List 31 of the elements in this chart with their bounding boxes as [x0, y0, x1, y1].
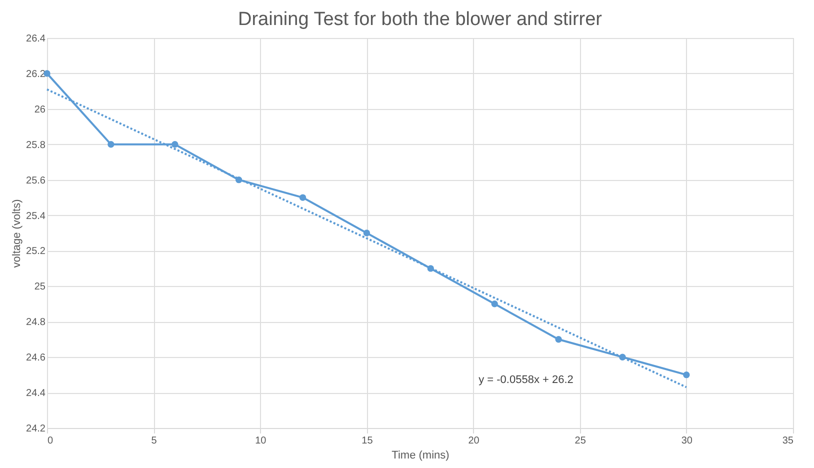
- point: [172, 141, 178, 148]
- chart-title: Draining Test for both the blower and stirrer: [238, 9, 603, 30]
- x-tick-label: 0: [48, 436, 54, 446]
- x-tick-label: 30: [681, 436, 693, 446]
- y-tick-label: 24.6: [26, 352, 46, 364]
- point: [363, 230, 370, 236]
- x-tick-label: 15: [362, 436, 374, 446]
- x-tick-label: 20: [468, 436, 480, 446]
- x-tick-label: 5: [151, 436, 158, 446]
- y-tick-label: 25.6: [26, 175, 46, 186]
- y-tick-label: 24.4: [26, 388, 46, 400]
- y-tick-label: 26.4: [26, 34, 46, 44]
- x-tick-label: 10: [255, 436, 267, 446]
- y-tick-label: 26.2: [26, 68, 46, 80]
- point: [108, 141, 114, 148]
- annotation: y = -0.0558x + 26.2: [478, 374, 574, 386]
- x-axis-title: Time (mins): [392, 450, 450, 462]
- y-tick-label: 24.2: [26, 424, 46, 434]
- y-axis-title: voltage (volts): [11, 199, 24, 268]
- point: [299, 194, 306, 201]
- x-tick-label: 35: [782, 436, 794, 446]
- y-tick-label: 25.4: [26, 210, 46, 222]
- point: [555, 336, 562, 343]
- point: [491, 300, 498, 308]
- x-tick-label: 25: [574, 436, 586, 446]
- y-tick-label: 25: [34, 282, 46, 293]
- point: [683, 371, 690, 378]
- y-tick-label: 25.8: [26, 140, 46, 151]
- y-tick-label: 26: [34, 104, 46, 116]
- y-tick-label: 25.2: [26, 246, 46, 258]
- y-tick-label: 24.8: [26, 317, 46, 328]
